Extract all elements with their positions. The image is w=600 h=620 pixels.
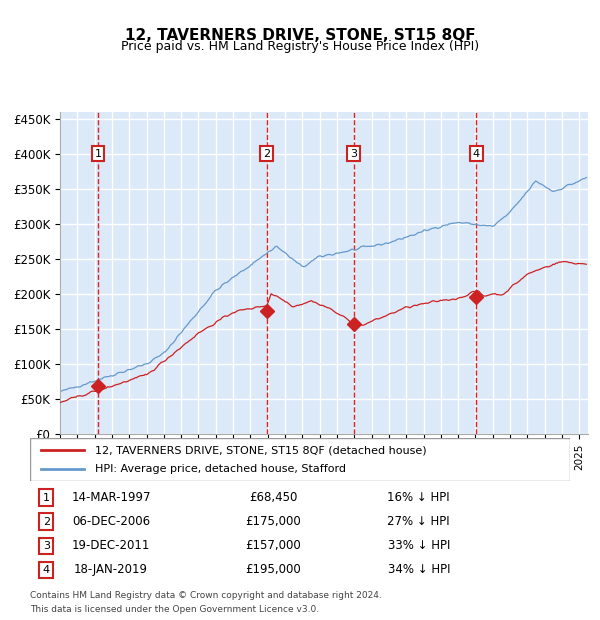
Text: 3: 3 [43,541,50,551]
Text: 4: 4 [473,149,480,159]
Text: 2: 2 [263,149,270,159]
FancyBboxPatch shape [30,438,570,480]
Text: Price paid vs. HM Land Registry's House Price Index (HPI): Price paid vs. HM Land Registry's House … [121,40,479,53]
Text: This data is licensed under the Open Government Licence v3.0.: This data is licensed under the Open Gov… [30,604,319,614]
Text: 1: 1 [95,149,101,159]
Text: 16% ↓ HPI: 16% ↓ HPI [388,491,450,504]
Text: 34% ↓ HPI: 34% ↓ HPI [388,564,450,577]
Text: Contains HM Land Registry data © Crown copyright and database right 2024.: Contains HM Land Registry data © Crown c… [30,591,382,600]
Text: £68,450: £68,450 [249,491,297,504]
Text: HPI: Average price, detached house, Stafford: HPI: Average price, detached house, Staf… [95,464,346,474]
Text: 18-JAN-2019: 18-JAN-2019 [74,564,148,577]
Text: 14-MAR-1997: 14-MAR-1997 [71,491,151,504]
Text: £157,000: £157,000 [245,539,301,552]
Text: 4: 4 [43,565,50,575]
Text: 12, TAVERNERS DRIVE, STONE, ST15 8QF (detached house): 12, TAVERNERS DRIVE, STONE, ST15 8QF (de… [95,445,427,455]
Text: 19-DEC-2011: 19-DEC-2011 [72,539,150,552]
Text: 3: 3 [350,149,357,159]
Text: 27% ↓ HPI: 27% ↓ HPI [388,515,450,528]
Text: 33% ↓ HPI: 33% ↓ HPI [388,539,450,552]
Text: £195,000: £195,000 [245,564,301,577]
Text: 2: 2 [43,517,50,527]
Text: 06-DEC-2006: 06-DEC-2006 [72,515,150,528]
Text: 12, TAVERNERS DRIVE, STONE, ST15 8QF: 12, TAVERNERS DRIVE, STONE, ST15 8QF [125,28,475,43]
Text: 1: 1 [43,493,50,503]
Text: £175,000: £175,000 [245,515,301,528]
